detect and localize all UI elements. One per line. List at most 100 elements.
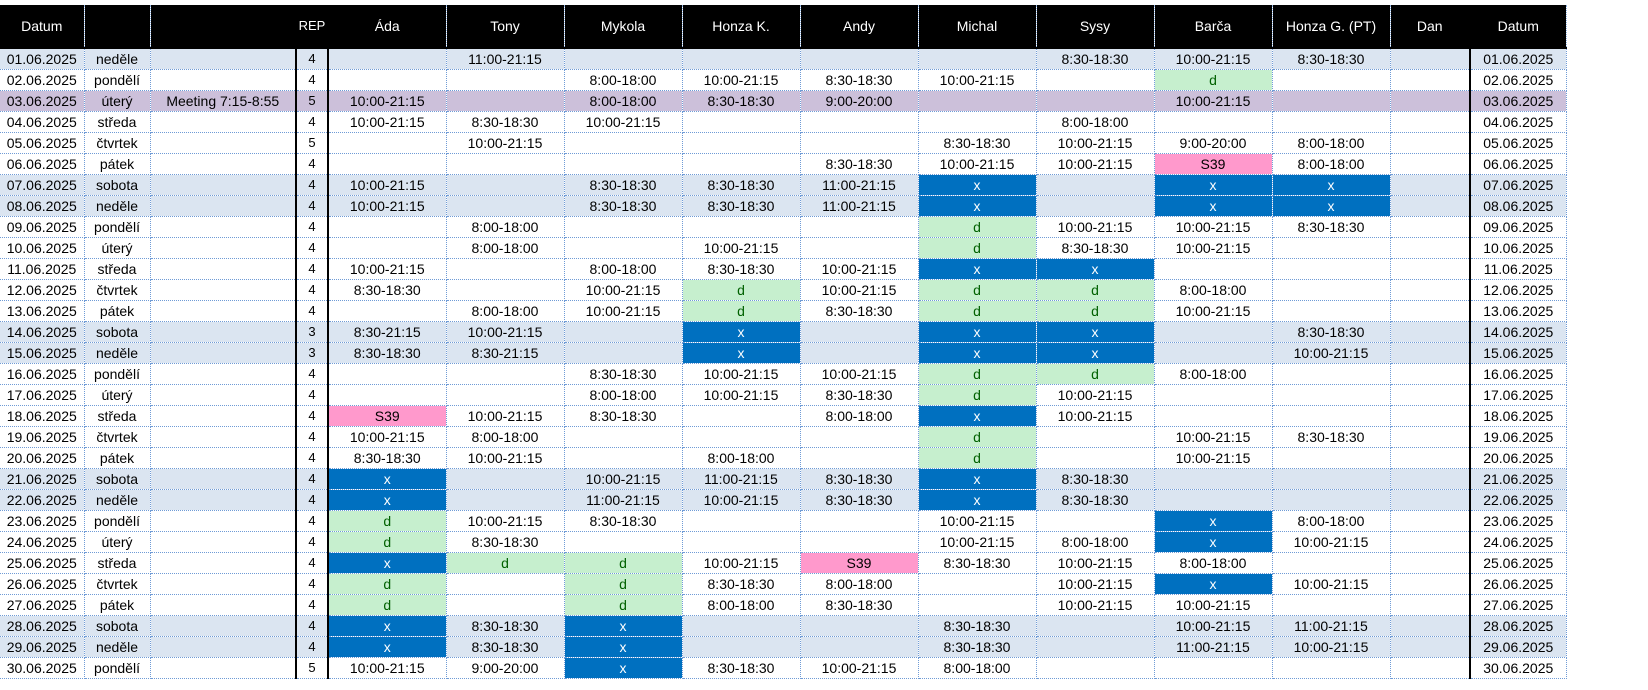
weekday-cell[interactable]: pondělí <box>84 363 151 385</box>
shift-cell-mykola[interactable] <box>564 531 683 553</box>
shift-cell-ada[interactable]: x <box>328 636 447 658</box>
shift-cell-michal[interactable] <box>918 594 1037 616</box>
shift-cell-michal[interactable]: 8:30-18:30 <box>918 615 1037 637</box>
shift-cell-michal[interactable]: d <box>918 447 1037 469</box>
shift-cell-sysy[interactable] <box>1036 510 1155 532</box>
shift-cell-andy[interactable]: 8:30-18:30 <box>800 468 919 490</box>
col-day-header[interactable] <box>84 5 151 49</box>
note-cell[interactable] <box>150 552 297 574</box>
shift-cell-barca[interactable]: 10:00-21:15 <box>1154 426 1273 448</box>
shift-cell-michal[interactable]: 8:00-18:00 <box>918 657 1037 679</box>
rep-cell[interactable]: 4 <box>295 447 329 469</box>
shift-cell-honza-g[interactable] <box>1272 69 1391 91</box>
note-cell[interactable]: Meeting 7:15-8:55 <box>150 90 297 112</box>
shift-cell-mykola[interactable]: 8:30-18:30 <box>564 405 683 427</box>
shift-cell-honza-k[interactable] <box>682 426 801 448</box>
note-cell[interactable] <box>150 237 297 259</box>
shift-cell-mykola[interactable] <box>564 153 683 175</box>
date-cell-right[interactable]: 01.06.2025 <box>1470 48 1567 70</box>
rep-cell[interactable]: 4 <box>295 279 329 301</box>
shift-cell-honza-g[interactable] <box>1272 468 1391 490</box>
col-note-header[interactable] <box>150 5 297 49</box>
rep-cell[interactable]: 4 <box>295 426 329 448</box>
col-mykola-header[interactable]: Mykola <box>564 5 683 49</box>
date-cell[interactable]: 25.06.2025 <box>0 552 85 574</box>
shift-cell-michal[interactable]: x <box>918 258 1037 280</box>
shift-cell-mykola[interactable] <box>564 321 683 343</box>
shift-cell-tony[interactable] <box>446 573 565 595</box>
date-cell[interactable]: 02.06.2025 <box>0 69 85 91</box>
shift-cell-sysy[interactable]: 10:00-21:15 <box>1036 153 1155 175</box>
shift-cell-honza-k[interactable]: 8:30-18:30 <box>682 258 801 280</box>
shift-cell-ada[interactable]: 10:00-21:15 <box>328 195 447 217</box>
shift-cell-barca[interactable] <box>1154 468 1273 490</box>
shift-cell-honza-k[interactable]: 8:30-18:30 <box>682 657 801 679</box>
shift-cell-honza-g[interactable]: 10:00-21:15 <box>1272 342 1391 364</box>
shift-cell-honza-g[interactable] <box>1272 594 1391 616</box>
date-cell[interactable]: 08.06.2025 <box>0 195 85 217</box>
shift-cell-honza-g[interactable]: 8:30-18:30 <box>1272 426 1391 448</box>
rep-cell[interactable]: 4 <box>295 111 329 133</box>
shift-cell-mykola[interactable]: d <box>564 573 683 595</box>
shift-cell-sysy[interactable]: x <box>1036 258 1155 280</box>
date-cell-right[interactable]: 03.06.2025 <box>1470 90 1567 112</box>
shift-cell-dan[interactable] <box>1390 615 1471 637</box>
shift-cell-ada[interactable] <box>328 300 447 322</box>
shift-cell-barca[interactable] <box>1154 111 1273 133</box>
date-cell-right[interactable]: 10.06.2025 <box>1470 237 1567 259</box>
shift-cell-tony[interactable] <box>446 90 565 112</box>
note-cell[interactable] <box>150 573 297 595</box>
shift-cell-andy[interactable] <box>800 447 919 469</box>
date-cell[interactable]: 04.06.2025 <box>0 111 85 133</box>
shift-cell-michal[interactable]: 10:00-21:15 <box>918 69 1037 91</box>
shift-cell-michal[interactable]: 10:00-21:15 <box>918 153 1037 175</box>
shift-cell-tony[interactable] <box>446 174 565 196</box>
shift-cell-honza-g[interactable] <box>1272 552 1391 574</box>
shift-cell-sysy[interactable] <box>1036 69 1155 91</box>
date-cell[interactable]: 14.06.2025 <box>0 321 85 343</box>
shift-cell-ada[interactable]: 8:30-18:30 <box>328 279 447 301</box>
shift-cell-honza-k[interactable]: 10:00-21:15 <box>682 489 801 511</box>
shift-cell-tony[interactable] <box>446 69 565 91</box>
shift-cell-andy[interactable] <box>800 321 919 343</box>
shift-cell-andy[interactable]: 8:30-18:30 <box>800 300 919 322</box>
shift-cell-honza-k[interactable] <box>682 132 801 154</box>
weekday-cell[interactable]: pondělí <box>84 510 151 532</box>
col-honza-g-header[interactable]: Honza G. (PT) <box>1272 5 1391 49</box>
date-cell-right[interactable]: 08.06.2025 <box>1470 195 1567 217</box>
shift-cell-dan[interactable] <box>1390 237 1471 259</box>
shift-cell-andy[interactable]: 9:00-20:00 <box>800 90 919 112</box>
shift-cell-tony[interactable] <box>446 258 565 280</box>
shift-cell-sysy[interactable]: d <box>1036 363 1155 385</box>
date-cell[interactable]: 16.06.2025 <box>0 363 85 385</box>
shift-cell-ada[interactable] <box>328 237 447 259</box>
weekday-cell[interactable]: čtvrtek <box>84 132 151 154</box>
shift-cell-honza-k[interactable] <box>682 531 801 553</box>
shift-cell-sysy[interactable]: 10:00-21:15 <box>1036 594 1155 616</box>
shift-cell-michal[interactable]: x <box>918 174 1037 196</box>
shift-cell-dan[interactable] <box>1390 174 1471 196</box>
shift-cell-tony[interactable]: 10:00-21:15 <box>446 132 565 154</box>
note-cell[interactable] <box>150 510 297 532</box>
date-cell-right[interactable]: 17.06.2025 <box>1470 384 1567 406</box>
shift-cell-mykola[interactable]: 8:30-18:30 <box>564 363 683 385</box>
shift-cell-ada[interactable] <box>328 384 447 406</box>
shift-cell-ada[interactable]: d <box>328 531 447 553</box>
shift-cell-tony[interactable] <box>446 384 565 406</box>
shift-cell-michal[interactable]: d <box>918 279 1037 301</box>
shift-cell-honza-g[interactable]: 8:00-18:00 <box>1272 510 1391 532</box>
shift-cell-tony[interactable]: 8:30-21:15 <box>446 342 565 364</box>
weekday-cell[interactable]: sobota <box>84 174 151 196</box>
shift-cell-dan[interactable] <box>1390 69 1471 91</box>
shift-cell-ada[interactable]: 10:00-21:15 <box>328 174 447 196</box>
shift-cell-sysy[interactable]: 8:00-18:00 <box>1036 531 1155 553</box>
shift-cell-mykola[interactable] <box>564 237 683 259</box>
shift-cell-dan[interactable] <box>1390 300 1471 322</box>
col-barca-header[interactable]: Barča <box>1154 5 1273 49</box>
shift-cell-tony[interactable]: 8:00-18:00 <box>446 426 565 448</box>
col-honza-k-header[interactable]: Honza K. <box>682 5 801 49</box>
shift-cell-honza-k[interactable] <box>682 216 801 238</box>
shift-cell-andy[interactable]: 8:30-18:30 <box>800 153 919 175</box>
rep-cell[interactable]: 4 <box>295 195 329 217</box>
shift-cell-tony[interactable] <box>446 594 565 616</box>
